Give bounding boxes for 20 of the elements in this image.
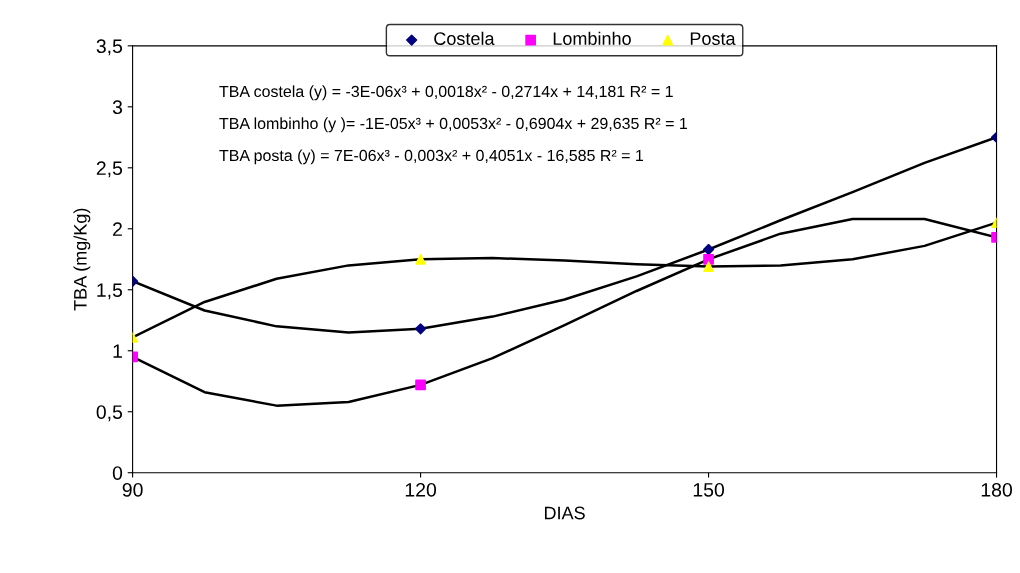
x-axis-title: DIAS — [544, 506, 585, 520]
x-tick-label: 120 — [405, 482, 437, 497]
legend-label: Lombinho — [553, 31, 631, 45]
x-tick-label: 150 — [693, 482, 725, 497]
y-tick-label: 0,5 — [96, 405, 123, 422]
legend-label: Posta — [690, 32, 736, 45]
x-tick-label: 90 — [122, 482, 143, 497]
annotation: TBA lombinho (y )= -1E-05x³ + 0,0053x² - 0,6904x + 29,635 R² = 1 — [219, 117, 687, 133]
y-axis-title: TBA (mg/Kg) — [73, 208, 91, 311]
y-tick-label: 1,5 — [97, 283, 123, 300]
y-tick-label: 2,5 — [96, 161, 123, 178]
y-tick-label: 0 — [112, 466, 123, 480]
y-tick-label: 3,5 — [96, 39, 123, 56]
y-tick-label: 2 — [113, 222, 122, 236]
x-tick-label: 180 — [981, 482, 1012, 497]
annotation: TBA posta (y) = 7E-06x³ - 0,003x² + 0,4051x - 16,585 R² = 1 — [219, 149, 644, 165]
y-tick-label: 3 — [112, 100, 123, 115]
legend-label: Costela — [434, 31, 495, 45]
y-tick-label: 1 — [113, 344, 122, 358]
annotation: TBA costela (y) = -3E-06x³ + 0,0018x² - 0,2714x + 14,181 R² = 1 — [219, 85, 673, 101]
